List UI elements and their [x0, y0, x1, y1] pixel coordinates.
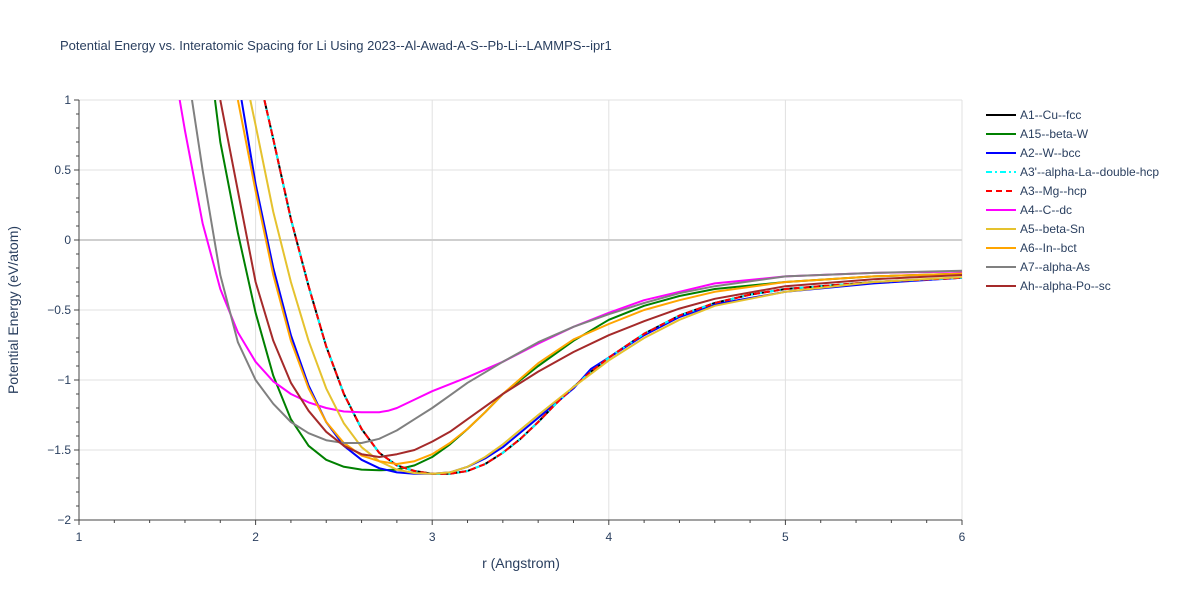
legend-item[interactable]: A1--Cu--fcc	[986, 108, 1081, 122]
legend-item[interactable]: A3--Mg--hcp	[986, 184, 1087, 198]
legend: A1--Cu--fcc A15--beta-W A2--W--bcc A3'--alp…	[986, 108, 1159, 293]
grid	[79, 99, 963, 520]
legend-item[interactable]: A2--W--bcc	[986, 146, 1080, 160]
legend-label: A3--Mg--hcp	[1020, 184, 1087, 198]
chart-title: Potential Energy vs. Interatomic Spacing…	[60, 38, 612, 53]
y-tick-label: −1.5	[47, 443, 71, 457]
series-line-a4-c-dc	[178, 100, 962, 414]
legend-label: A7--alpha-As	[1020, 260, 1090, 274]
series-line-a6-in-bct	[236, 100, 962, 465]
legend-label: A15--beta-W	[1020, 127, 1089, 141]
series-line-a7-alpha-as	[191, 100, 962, 444]
y-tick-label: 0	[64, 233, 71, 247]
series-line-a15-beta-w	[214, 100, 962, 472]
legend-label: A4--C--dc	[1020, 203, 1072, 217]
y-tick-label: −0.5	[47, 303, 71, 317]
x-tick-label: 5	[782, 530, 789, 544]
x-tick-label: 1	[76, 530, 83, 544]
x-tick-label: 2	[252, 530, 259, 544]
series-line-a3-mg-hcp	[263, 100, 962, 475]
legend-item[interactable]: A3'--alpha-La--double-hcp	[986, 165, 1159, 179]
legend-item[interactable]: A7--alpha-As	[986, 260, 1090, 274]
y-tick-label: 1	[64, 93, 71, 107]
axes	[74, 99, 963, 525]
legend-item[interactable]: A5--beta-Sn	[986, 222, 1085, 236]
x-tick-label: 3	[429, 530, 436, 544]
y-tick-label: −2	[57, 513, 71, 527]
legend-item[interactable]: Ah--alpha-Po--sc	[986, 279, 1111, 293]
legend-item[interactable]: A6--In--bct	[986, 241, 1077, 255]
legend-item[interactable]: A4--C--dc	[986, 203, 1072, 217]
series-line-a5-beta-sn	[249, 100, 962, 475]
legend-label: A3'--alpha-La--double-hcp	[1020, 165, 1159, 179]
legend-label: A6--In--bct	[1020, 241, 1077, 255]
series-line-ah-alpha-po-sc	[219, 100, 962, 458]
legend-label: A5--beta-Sn	[1020, 222, 1085, 236]
legend-label: A1--Cu--fcc	[1020, 108, 1081, 122]
legend-label: A2--W--bcc	[1020, 146, 1080, 160]
y-axis-title: Potential Energy (eV/atom)	[5, 226, 21, 394]
series-lines	[178, 100, 962, 475]
x-tick-label: 4	[605, 530, 612, 544]
y-tick-label: 0.5	[54, 163, 71, 177]
tick-labels: 1 2 3 4 5 6 −2 −1.5 −1 −0.5 0 0.5 1	[47, 93, 965, 544]
x-tick-label: 6	[959, 530, 966, 544]
y-tick-label: −1	[57, 373, 71, 387]
x-axis-title: r (Angstrom)	[482, 555, 560, 571]
legend-label: Ah--alpha-Po--sc	[1020, 279, 1111, 293]
legend-item[interactable]: A15--beta-W	[986, 127, 1089, 141]
